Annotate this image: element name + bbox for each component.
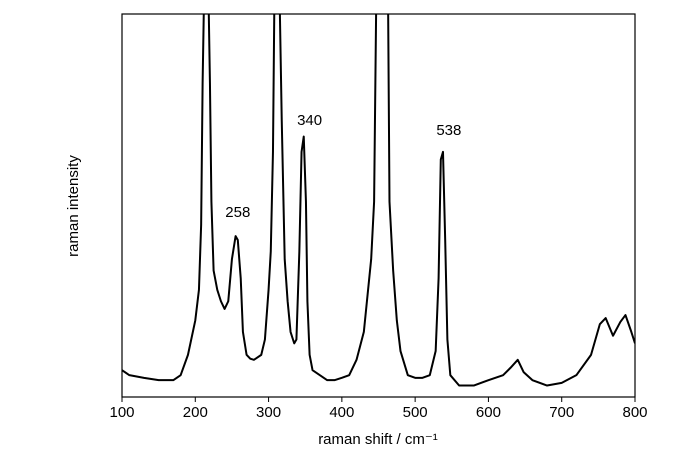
x-tick-label: 100 <box>109 404 134 421</box>
peak-annotation: 258 <box>225 204 250 221</box>
x-tick-label: 500 <box>403 404 428 421</box>
x-axis-label: raman shift / cm⁻¹ <box>318 431 438 448</box>
plot-frame <box>121 13 636 398</box>
spectrum-line <box>122 14 635 387</box>
x-tick-label: 300 <box>256 404 281 421</box>
x-tick-label: 400 <box>329 404 354 421</box>
x-tick-label: 700 <box>549 404 574 421</box>
x-tick-label: 200 <box>183 404 208 421</box>
peak-annotation: 538 <box>436 122 461 139</box>
peak-annotation: 340 <box>297 112 322 129</box>
y-axis-label: raman intensity <box>65 155 82 257</box>
x-tick-label: 600 <box>476 404 501 421</box>
x-tick-label: 800 <box>622 404 647 421</box>
